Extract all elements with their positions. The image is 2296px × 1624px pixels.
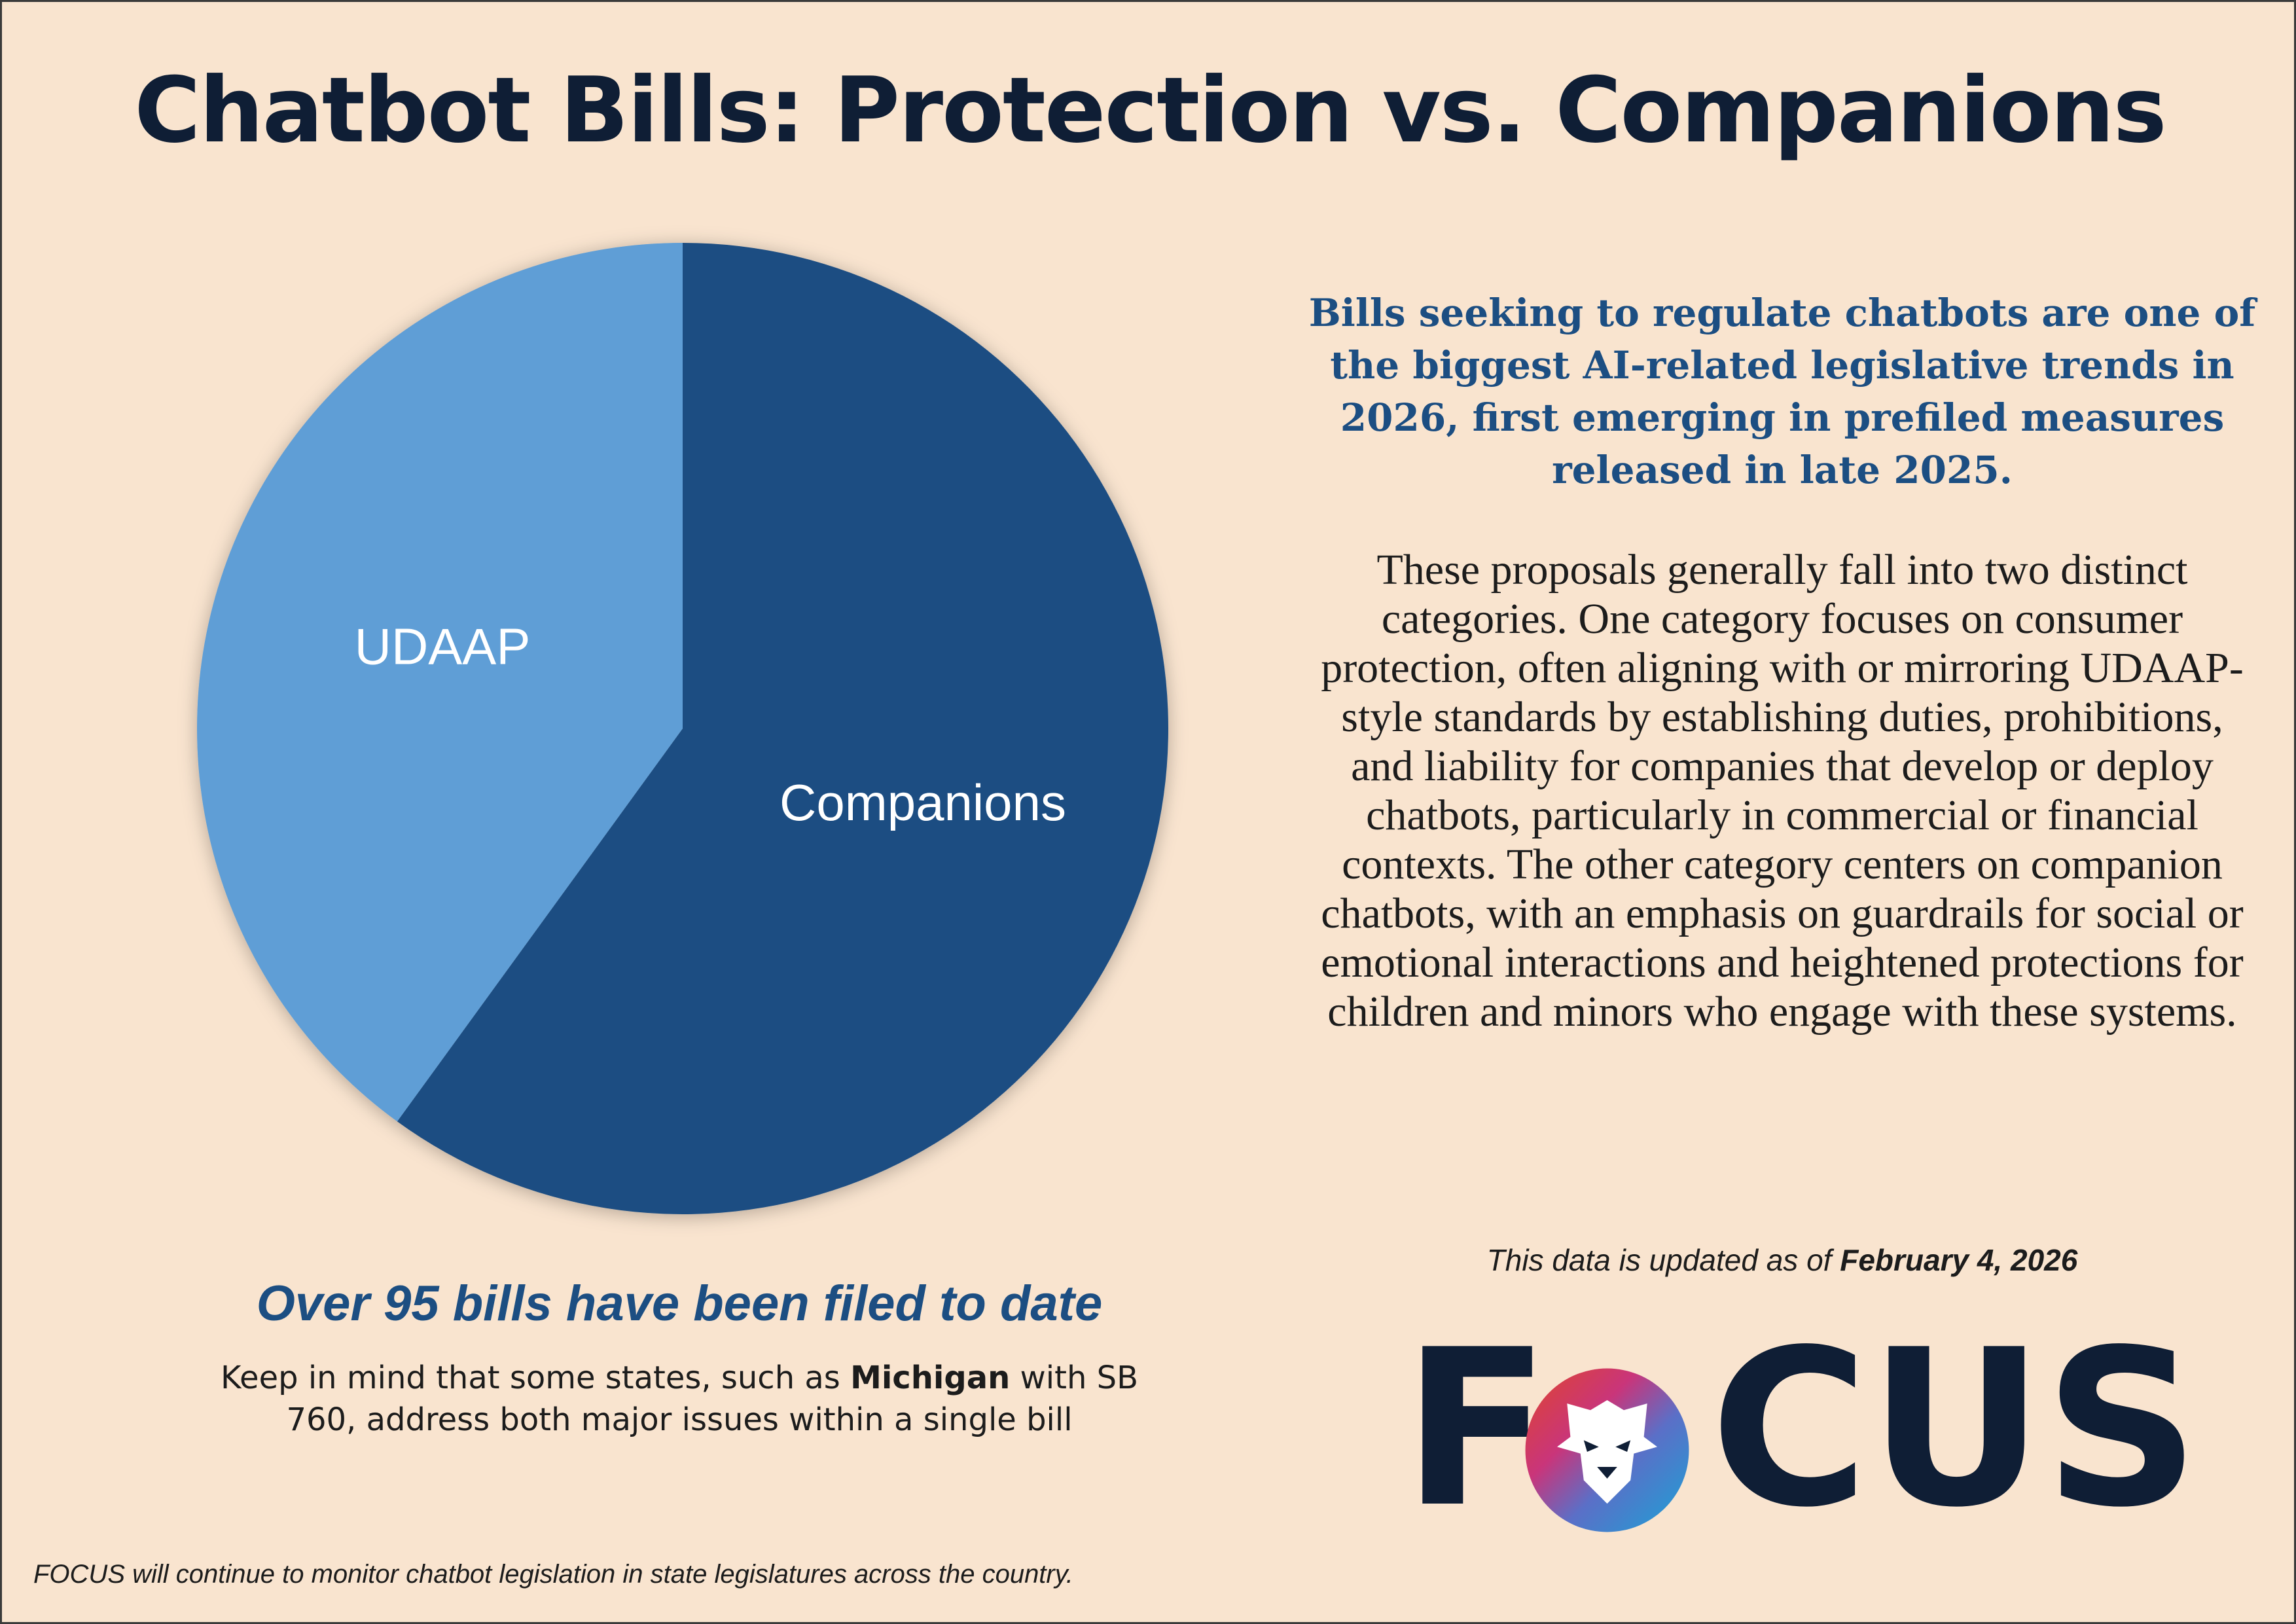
note-state: Michigan [850, 1360, 1011, 1396]
note-before: Keep in mind that some states, such as [220, 1360, 851, 1396]
michigan-note: Keep in mind that some states, such as M… [218, 1357, 1141, 1441]
pie-label-udaap: UDAAP [355, 617, 531, 675]
logo-letter-f: F [1403, 1303, 1551, 1555]
pie-slice-companions [397, 243, 1168, 1214]
pie-chart: Companions UDAAP [196, 243, 1168, 1214]
headline: Bills seeking to regulate chatbots are o… [1308, 291, 2256, 492]
updated-note: This data is updated as of February 4, 2… [1304, 1242, 2260, 1278]
note-after: with SB 760, address both major issues w… [286, 1360, 1139, 1438]
footer-note: FOCUS will continue to monitor chatbot l… [33, 1560, 1073, 1589]
lion-emblem-icon [1525, 1368, 1689, 1532]
pie-label-companions: Companions [780, 774, 1066, 831]
page-title: Chatbot Bills: Protection vs. Companions [134, 58, 2167, 163]
updated-prefix: This data is updated as of [1486, 1243, 1840, 1277]
pie-slice-udaap [196, 243, 683, 1122]
bills-count: Over 95 bills have been filed to date [256, 1276, 1103, 1331]
focus-logo: F CUS [1403, 1321, 2200, 1543]
updated-date: February 4, 2026 [1840, 1243, 2078, 1277]
logo-letters-cus: CUS [1710, 1303, 2200, 1555]
body-text: These proposals generally fall into two … [1321, 546, 2244, 1036]
